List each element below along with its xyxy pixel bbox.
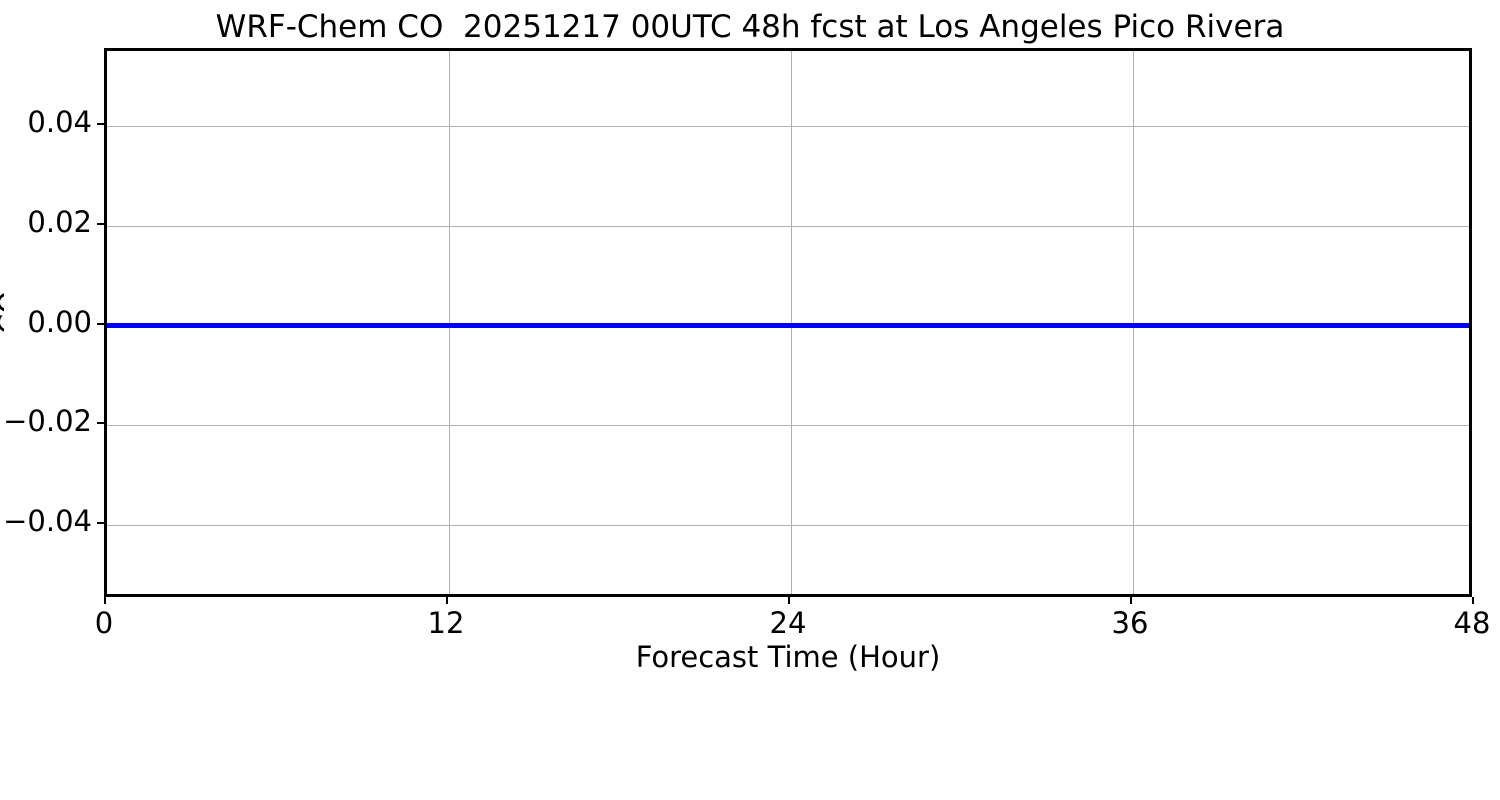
x-tick-label: 24	[769, 606, 807, 640]
x-tick-mark	[1130, 597, 1132, 604]
series-line-segment	[1247, 323, 1305, 328]
series-line-segment	[1133, 323, 1191, 328]
gridline-vertical	[791, 51, 792, 594]
y-tick-mark	[97, 223, 104, 225]
series-line-segment	[1304, 323, 1362, 328]
y-axis-label: CO	[0, 290, 4, 335]
x-tick-mark	[788, 597, 790, 604]
y-tick-mark	[97, 123, 104, 125]
y-tick-mark	[97, 323, 104, 325]
series-line-segment	[392, 323, 450, 328]
chart-title: WRF-Chem CO 20251217 00UTC 48h fcst at L…	[215, 9, 1285, 45]
gridline-horizontal	[107, 126, 1469, 127]
x-tick-mark	[446, 597, 448, 604]
x-tick-label: 12	[427, 606, 465, 640]
series-line-segment	[164, 323, 222, 328]
gridline-horizontal	[107, 525, 1469, 526]
y-tick-mark	[97, 422, 104, 424]
y-tick-label: −0.02	[3, 404, 92, 438]
x-axis-label: Forecast Time (Hour)	[635, 640, 941, 674]
series-line-segment	[449, 323, 507, 328]
series-line-segment	[563, 323, 621, 328]
y-axis-label-clip: CO	[0, 48, 4, 597]
series-line-segment	[221, 323, 279, 328]
gridline-horizontal	[107, 226, 1469, 227]
y-tick-mark	[97, 522, 104, 524]
series-line-segment	[1076, 323, 1134, 328]
y-tick-label: 0.00	[27, 305, 92, 339]
series-line-segment	[1190, 323, 1248, 328]
gridline-horizontal	[107, 425, 1469, 426]
series-line-segment	[1418, 323, 1469, 328]
series-line-segment	[905, 323, 963, 328]
x-tick-label: 48	[1453, 606, 1491, 640]
series-line-segment	[677, 323, 735, 328]
x-tick-mark	[104, 597, 106, 604]
x-tick-label: 36	[1111, 606, 1149, 640]
gridline-vertical	[449, 51, 450, 594]
plot-area	[104, 48, 1472, 597]
series-line-segment	[107, 323, 165, 328]
series-line-segment	[506, 323, 564, 328]
series-line-segment	[1019, 323, 1077, 328]
y-tick-label: 0.02	[27, 205, 92, 239]
series-line-segment	[620, 323, 678, 328]
series-line-segment	[848, 323, 906, 328]
series-line-segment	[1361, 323, 1419, 328]
x-tick-mark	[1472, 597, 1474, 604]
y-tick-label: 0.04	[27, 105, 92, 139]
series-line-segment	[734, 323, 792, 328]
x-tick-label: 0	[94, 606, 114, 640]
gridline-vertical	[1133, 51, 1134, 594]
series-line-segment	[278, 323, 336, 328]
series-line-segment	[335, 323, 393, 328]
series-line-segment	[791, 323, 849, 328]
data-series-layer	[107, 51, 1469, 594]
series-line-segment	[962, 323, 1020, 328]
y-tick-label: −0.04	[3, 504, 92, 538]
